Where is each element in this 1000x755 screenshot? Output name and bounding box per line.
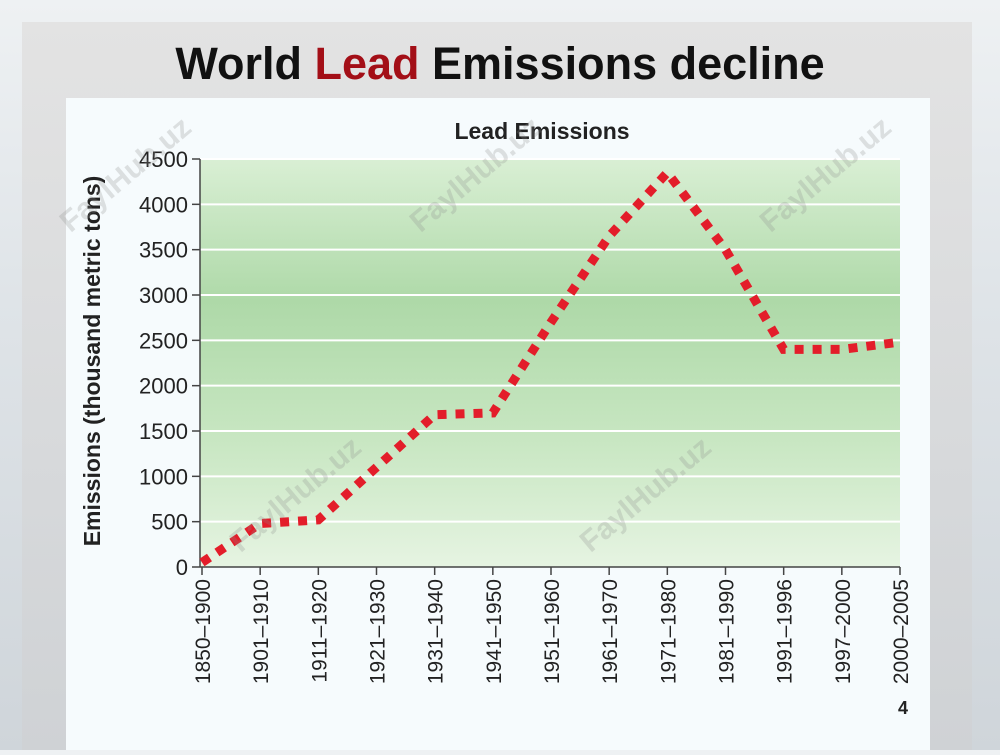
x-axis: 1850–1900 1901–1910 1911–1920 1921–1930 1931… [192,567,913,684]
y-tick-label: 2000 [139,374,188,399]
x-tick-label: 1961–1970 [599,579,622,684]
x-tick-label: 1991–1996 [774,579,797,684]
y-tick-label: 3000 [139,283,188,308]
y-axis-label: Emissions (thousand metric tons) [79,176,105,547]
y-axis: 0 500 1000 1500 2000 2500 3000 3500 4000 4500 [139,147,200,580]
x-tick-label: 1971–1980 [657,579,680,684]
y-tick-label: 4000 [139,192,188,217]
y-tick-label: 2500 [139,328,188,353]
y-tick-label: 1500 [139,419,188,444]
y-tick-label: 1000 [139,464,188,489]
chart-panel: 0 500 1000 1500 2000 2500 3000 3500 4000 4500 185… [66,98,930,750]
x-tick-label: 1921–1930 [367,579,390,684]
x-tick-label: 1951–1960 [541,579,564,684]
y-tick-label: 4500 [139,147,188,172]
x-tick-label: 1901–1910 [250,579,273,684]
x-tick-label: 1911–1920 [308,579,331,683]
x-tick-label: 1981–1990 [716,579,739,684]
title-accent-word: Lead [314,38,419,89]
x-tick-label: 1850–1900 [192,579,215,684]
y-tick-label: 500 [151,510,188,535]
x-tick-label: 1997–2000 [832,579,855,684]
y-tick-label: 3500 [139,238,188,263]
slide-title: World Lead Emissions decline [0,38,1000,90]
x-tick-label: 2000–2005 [890,579,913,684]
chart-title: Lead Emissions [454,118,629,144]
page-number: 4 [898,698,908,719]
lead-emissions-chart: 0 500 1000 1500 2000 2500 3000 3500 4000 4500 185… [66,98,930,750]
title-part-2: Emissions decline [420,38,825,89]
title-part-1: World [175,38,314,89]
y-tick-label: 0 [176,555,188,580]
x-tick-label: 1931–1940 [425,579,448,684]
x-tick-label: 1941–1950 [483,579,506,684]
plot-area [200,159,900,567]
